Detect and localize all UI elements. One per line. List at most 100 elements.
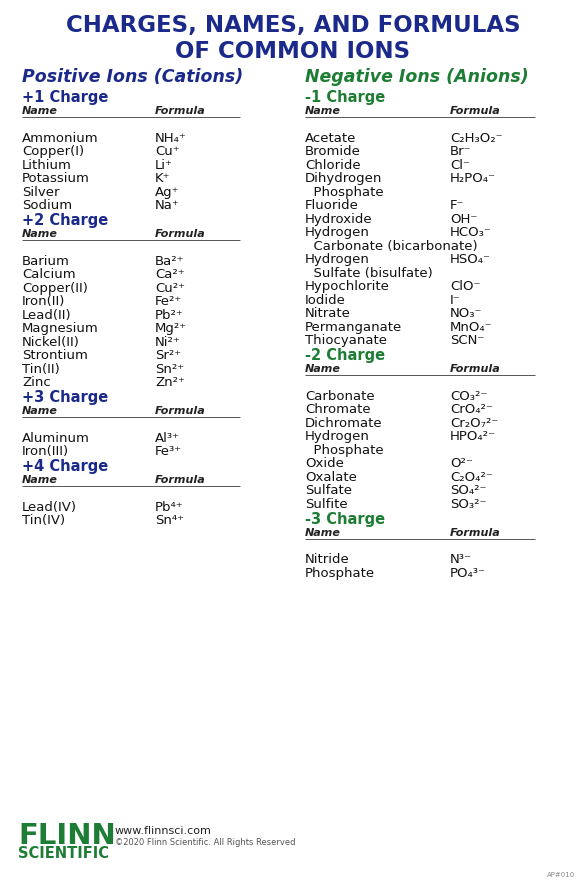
Text: +2 Charge: +2 Charge bbox=[22, 213, 108, 228]
Text: Carbonate: Carbonate bbox=[305, 390, 375, 402]
Text: Cr₂O₇²⁻: Cr₂O₇²⁻ bbox=[450, 416, 498, 429]
Text: CrO₄²⁻: CrO₄²⁻ bbox=[450, 403, 493, 416]
Text: Lead(II): Lead(II) bbox=[22, 309, 72, 321]
Text: -2 Charge: -2 Charge bbox=[305, 348, 385, 363]
Text: Tin(II): Tin(II) bbox=[22, 363, 60, 376]
Text: Iron(II): Iron(II) bbox=[22, 295, 65, 308]
Text: Phosphate: Phosphate bbox=[305, 567, 375, 580]
Text: Lead(IV): Lead(IV) bbox=[22, 501, 77, 514]
Text: H₂PO₄⁻: H₂PO₄⁻ bbox=[450, 172, 496, 185]
Text: Silver: Silver bbox=[22, 186, 59, 199]
Text: CHARGES, NAMES, AND FORMULAS: CHARGES, NAMES, AND FORMULAS bbox=[66, 14, 520, 37]
Text: Nickel(II): Nickel(II) bbox=[22, 335, 80, 348]
Text: -1 Charge: -1 Charge bbox=[305, 90, 385, 105]
Text: Mg²⁺: Mg²⁺ bbox=[155, 322, 187, 335]
Text: Cu⁺: Cu⁺ bbox=[155, 145, 180, 158]
Text: Formula: Formula bbox=[450, 527, 501, 538]
Text: Name: Name bbox=[305, 364, 341, 374]
Text: -3 Charge: -3 Charge bbox=[305, 511, 385, 526]
Text: Formula: Formula bbox=[450, 364, 501, 374]
Text: Carbonate (bicarbonate): Carbonate (bicarbonate) bbox=[305, 239, 478, 253]
Text: O²⁻: O²⁻ bbox=[450, 457, 473, 470]
Text: Iodide: Iodide bbox=[305, 294, 346, 306]
Text: Hydroxide: Hydroxide bbox=[305, 212, 373, 225]
Text: OH⁻: OH⁻ bbox=[450, 212, 477, 225]
Text: Li⁺: Li⁺ bbox=[155, 158, 173, 172]
Text: C₂O₄²⁻: C₂O₄²⁻ bbox=[450, 471, 492, 483]
Text: Formula: Formula bbox=[155, 229, 206, 239]
Text: Formula: Formula bbox=[450, 106, 501, 116]
Text: F⁻: F⁻ bbox=[450, 199, 464, 212]
Text: Name: Name bbox=[22, 229, 58, 239]
Text: SCIENTIFIC: SCIENTIFIC bbox=[18, 846, 109, 861]
Text: Sodium: Sodium bbox=[22, 199, 72, 212]
Text: HCO₃⁻: HCO₃⁻ bbox=[450, 226, 492, 239]
Text: Hydrogen: Hydrogen bbox=[305, 226, 370, 239]
Text: Name: Name bbox=[305, 527, 341, 538]
Text: Potassium: Potassium bbox=[22, 172, 90, 185]
Text: SCN⁻: SCN⁻ bbox=[450, 334, 484, 347]
Text: Nitride: Nitride bbox=[305, 553, 350, 566]
Text: Lithium: Lithium bbox=[22, 158, 72, 172]
Text: Formula: Formula bbox=[155, 475, 206, 485]
Text: +4 Charge: +4 Charge bbox=[22, 459, 108, 474]
Text: Negative Ions (Anions): Negative Ions (Anions) bbox=[305, 68, 529, 86]
Text: Phosphate: Phosphate bbox=[305, 186, 384, 199]
Text: ©2020 Flinn Scientific. All Rights Reserved: ©2020 Flinn Scientific. All Rights Reser… bbox=[115, 838, 295, 847]
Text: Ammonium: Ammonium bbox=[22, 131, 99, 144]
Text: Fluoride: Fluoride bbox=[305, 199, 359, 212]
Text: Barium: Barium bbox=[22, 254, 70, 268]
Text: PO₄³⁻: PO₄³⁻ bbox=[450, 567, 486, 580]
Text: Pb²⁺: Pb²⁺ bbox=[155, 309, 184, 321]
Text: Ni²⁺: Ni²⁺ bbox=[155, 335, 181, 348]
Text: K⁺: K⁺ bbox=[155, 172, 170, 185]
Text: Phosphate: Phosphate bbox=[305, 444, 384, 457]
Text: Pb⁴⁺: Pb⁴⁺ bbox=[155, 501, 184, 514]
Text: C₂H₃O₂⁻: C₂H₃O₂⁻ bbox=[450, 131, 502, 144]
Text: N³⁻: N³⁻ bbox=[450, 553, 472, 566]
Text: NO₃⁻: NO₃⁻ bbox=[450, 307, 483, 320]
Text: Thiocyanate: Thiocyanate bbox=[305, 334, 387, 347]
Text: Al³⁺: Al³⁺ bbox=[155, 431, 180, 444]
Text: HSO₄⁻: HSO₄⁻ bbox=[450, 253, 491, 266]
Text: Ba²⁺: Ba²⁺ bbox=[155, 254, 184, 268]
Text: Oxide: Oxide bbox=[305, 457, 344, 470]
Text: Permanganate: Permanganate bbox=[305, 320, 402, 334]
Text: Fe²⁺: Fe²⁺ bbox=[155, 295, 182, 308]
Text: Magnesium: Magnesium bbox=[22, 322, 99, 335]
Text: Dihydrogen: Dihydrogen bbox=[305, 172, 382, 185]
Text: Iron(III): Iron(III) bbox=[22, 445, 69, 458]
Text: Zinc: Zinc bbox=[22, 376, 50, 389]
Text: Acetate: Acetate bbox=[305, 131, 356, 144]
Text: NH₄⁺: NH₄⁺ bbox=[155, 131, 187, 144]
Text: Zn²⁺: Zn²⁺ bbox=[155, 376, 185, 389]
Text: Formula: Formula bbox=[155, 406, 206, 416]
Text: Oxalate: Oxalate bbox=[305, 471, 357, 483]
Text: Cu²⁺: Cu²⁺ bbox=[155, 282, 185, 295]
Text: Positive Ions (Cations): Positive Ions (Cations) bbox=[22, 68, 243, 86]
Text: SO₄²⁻: SO₄²⁻ bbox=[450, 484, 487, 497]
Text: Chromate: Chromate bbox=[305, 403, 370, 416]
Text: Dichromate: Dichromate bbox=[305, 416, 383, 429]
Text: Nitrate: Nitrate bbox=[305, 307, 351, 320]
Text: I⁻: I⁻ bbox=[450, 294, 461, 306]
Text: Sn²⁺: Sn²⁺ bbox=[155, 363, 184, 376]
Text: Hydrogen: Hydrogen bbox=[305, 253, 370, 266]
Text: Calcium: Calcium bbox=[22, 268, 76, 281]
Text: Name: Name bbox=[305, 106, 341, 116]
Text: Aluminum: Aluminum bbox=[22, 431, 90, 444]
Text: Hydrogen: Hydrogen bbox=[305, 430, 370, 443]
Text: Copper(I): Copper(I) bbox=[22, 145, 84, 158]
Text: MnO₄⁻: MnO₄⁻ bbox=[450, 320, 492, 334]
Text: +1 Charge: +1 Charge bbox=[22, 90, 109, 105]
Text: Na⁺: Na⁺ bbox=[155, 199, 180, 212]
Text: Name: Name bbox=[22, 475, 58, 485]
Text: Bromide: Bromide bbox=[305, 145, 361, 158]
Text: Sulfate (bisulfate): Sulfate (bisulfate) bbox=[305, 267, 433, 280]
Text: Ag⁺: Ag⁺ bbox=[155, 186, 180, 199]
Text: Chloride: Chloride bbox=[305, 158, 360, 172]
Text: Name: Name bbox=[22, 106, 58, 116]
Text: +3 Charge: +3 Charge bbox=[22, 390, 108, 405]
Text: Strontium: Strontium bbox=[22, 349, 88, 362]
Text: HPO₄²⁻: HPO₄²⁻ bbox=[450, 430, 496, 443]
